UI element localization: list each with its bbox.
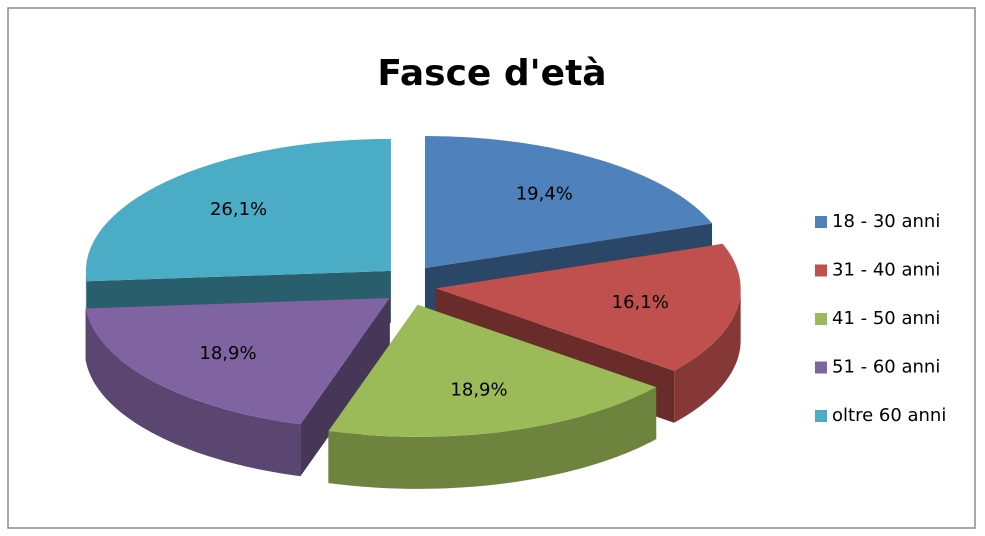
legend-label: 41 - 50 anni — [832, 308, 940, 329]
legend-label: 18 - 30 anni — [832, 211, 940, 232]
legend-swatch — [815, 264, 827, 277]
chart-title: Fasce d'età — [377, 53, 606, 94]
slice-wall — [328, 387, 657, 489]
legend-swatch — [815, 313, 827, 325]
slice-wall — [674, 288, 741, 423]
slice — [85, 298, 390, 477]
slice-top — [424, 135, 713, 268]
slice-top — [328, 304, 657, 437]
legend-swatch — [815, 216, 827, 228]
legend-swatch — [815, 361, 827, 374]
data-label: 18,9% — [450, 380, 507, 401]
data-label: 19,4% — [516, 184, 573, 205]
slice-top — [85, 298, 390, 425]
slice-top — [435, 243, 741, 371]
legend-label: oltre 60 anni — [832, 405, 946, 426]
slice-top — [85, 138, 391, 282]
slice — [328, 304, 657, 489]
legend-label: 51 - 60 anni — [832, 357, 940, 378]
data-label: 18,9% — [199, 343, 256, 364]
data-label: 16,1% — [612, 292, 669, 313]
data-label: 26,1% — [210, 199, 267, 220]
legend-label: 31 - 40 anni — [832, 260, 940, 281]
slice-wall — [85, 308, 301, 477]
legend-swatch — [815, 410, 827, 422]
